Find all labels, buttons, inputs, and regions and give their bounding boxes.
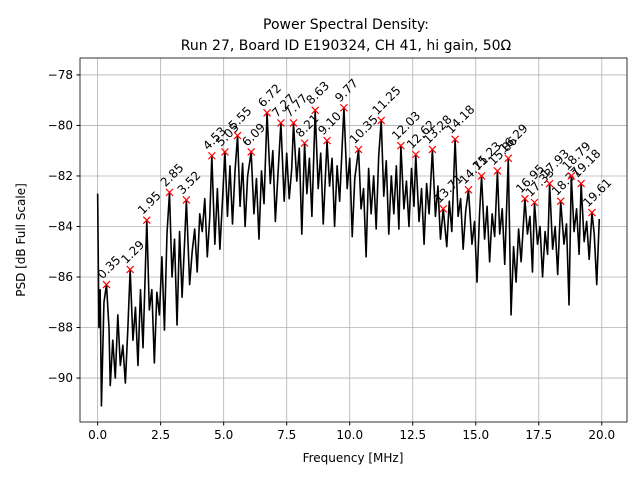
peak-marker [311, 106, 320, 115]
peak-label: 16.29 [496, 121, 530, 155]
peak-marker [354, 145, 363, 154]
peak-marker [323, 136, 331, 145]
peak-marker [428, 145, 437, 154]
peak-marker [577, 179, 586, 188]
peak-marker [221, 148, 229, 156]
plot-frame [79, 57, 628, 423]
peak-label: 8.63 [303, 79, 332, 108]
peak-label: 10.35 [347, 112, 381, 146]
peak-marker [339, 103, 348, 112]
chart-subtitle: Run 27, Board ID E190324, CH 41, hi gain… [181, 38, 512, 54]
peak-marker [289, 118, 298, 127]
chart-title: Power Spectral Density: [263, 17, 429, 33]
peak-marker [247, 148, 256, 156]
peak-marker [126, 265, 135, 274]
peak-marker [300, 139, 309, 148]
peak-label: 9.10 [315, 109, 344, 138]
x-tick-label: 5.0 [214, 428, 233, 442]
peak-marker [207, 151, 216, 160]
peak-label: 19.61 [580, 176, 614, 210]
y-tick-label: −86 [48, 270, 73, 284]
x-tick-label: 10.0 [336, 428, 363, 442]
x-tick-label: 0.0 [88, 428, 107, 442]
peak-marker [545, 179, 554, 188]
peak-marker [439, 204, 448, 213]
peak-label: 1.95 [135, 188, 164, 217]
peak-marker [182, 196, 191, 204]
y-tick-label: −82 [48, 169, 73, 183]
peak-marker [165, 188, 174, 197]
x-tick-label: 7.5 [277, 428, 296, 442]
y-tick-label: −88 [48, 321, 73, 335]
y-tick-label: −80 [48, 118, 73, 132]
peak-marker [102, 280, 111, 289]
peak-marker [504, 154, 513, 163]
peak-marker [451, 135, 460, 144]
peak-marker [142, 216, 151, 225]
peak-marker [530, 198, 539, 207]
peak-marker [588, 208, 596, 217]
x-tick-label: 17.5 [525, 428, 552, 442]
psd-line [96, 106, 601, 407]
peak-marker [233, 131, 242, 140]
peak-marker [556, 197, 565, 206]
y-axis-label: PSD [dB Full Scale] [14, 183, 28, 297]
x-axis-label: Frequency [MHz] [303, 451, 404, 465]
x-tick-label: 12.5 [399, 428, 426, 442]
y-tick-label: −78 [48, 68, 73, 82]
x-tick-label: 20.0 [588, 428, 615, 442]
peak-label: 11.25 [369, 83, 403, 117]
y-tick-label: −90 [48, 371, 73, 385]
x-tick-label: 15.0 [462, 428, 489, 442]
y-tick-label: −84 [48, 219, 73, 233]
peak-label: 1.29 [118, 238, 147, 267]
peak-marker [263, 108, 271, 117]
peak-label: 9.77 [332, 76, 361, 105]
peak-marker [377, 116, 386, 125]
peak-marker [411, 150, 420, 159]
peak-marker [276, 118, 285, 127]
peak-marker [464, 185, 473, 194]
peak-marker [567, 172, 576, 180]
x-tick-label: 2.5 [151, 428, 170, 442]
peak-marker [477, 172, 486, 180]
peak-marker [396, 141, 405, 150]
peak-marker [493, 166, 502, 175]
peak-marker [520, 194, 529, 203]
